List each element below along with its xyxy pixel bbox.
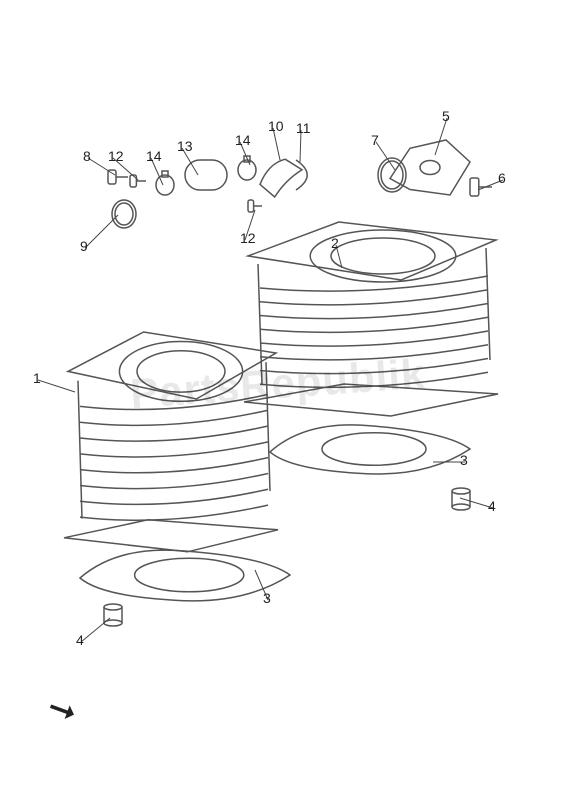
callout-number: 1 (33, 370, 41, 386)
callout-number: 12 (240, 230, 256, 246)
callout-number: 3 (460, 452, 468, 468)
callout-number: 8 (83, 148, 91, 164)
callout-number: 3 (263, 590, 271, 606)
callout-number: 9 (80, 238, 88, 254)
callout-number: 4 (76, 632, 84, 648)
callout-number: 5 (442, 108, 450, 124)
callout-number: 14 (146, 148, 162, 164)
callout-number: 11 (296, 120, 311, 136)
callout-number: 10 (268, 118, 284, 134)
callout-number: 6 (498, 170, 506, 186)
callout-number: 13 (177, 138, 193, 154)
callout-number: 2 (331, 235, 339, 251)
callout-number: 14 (235, 132, 251, 148)
diagram-canvas: PartsRepublik ➞ 812141314101175691221343… (0, 0, 562, 800)
callout-number: 12 (108, 148, 124, 164)
callout-number: 7 (371, 132, 379, 148)
callout-number: 4 (488, 498, 496, 514)
